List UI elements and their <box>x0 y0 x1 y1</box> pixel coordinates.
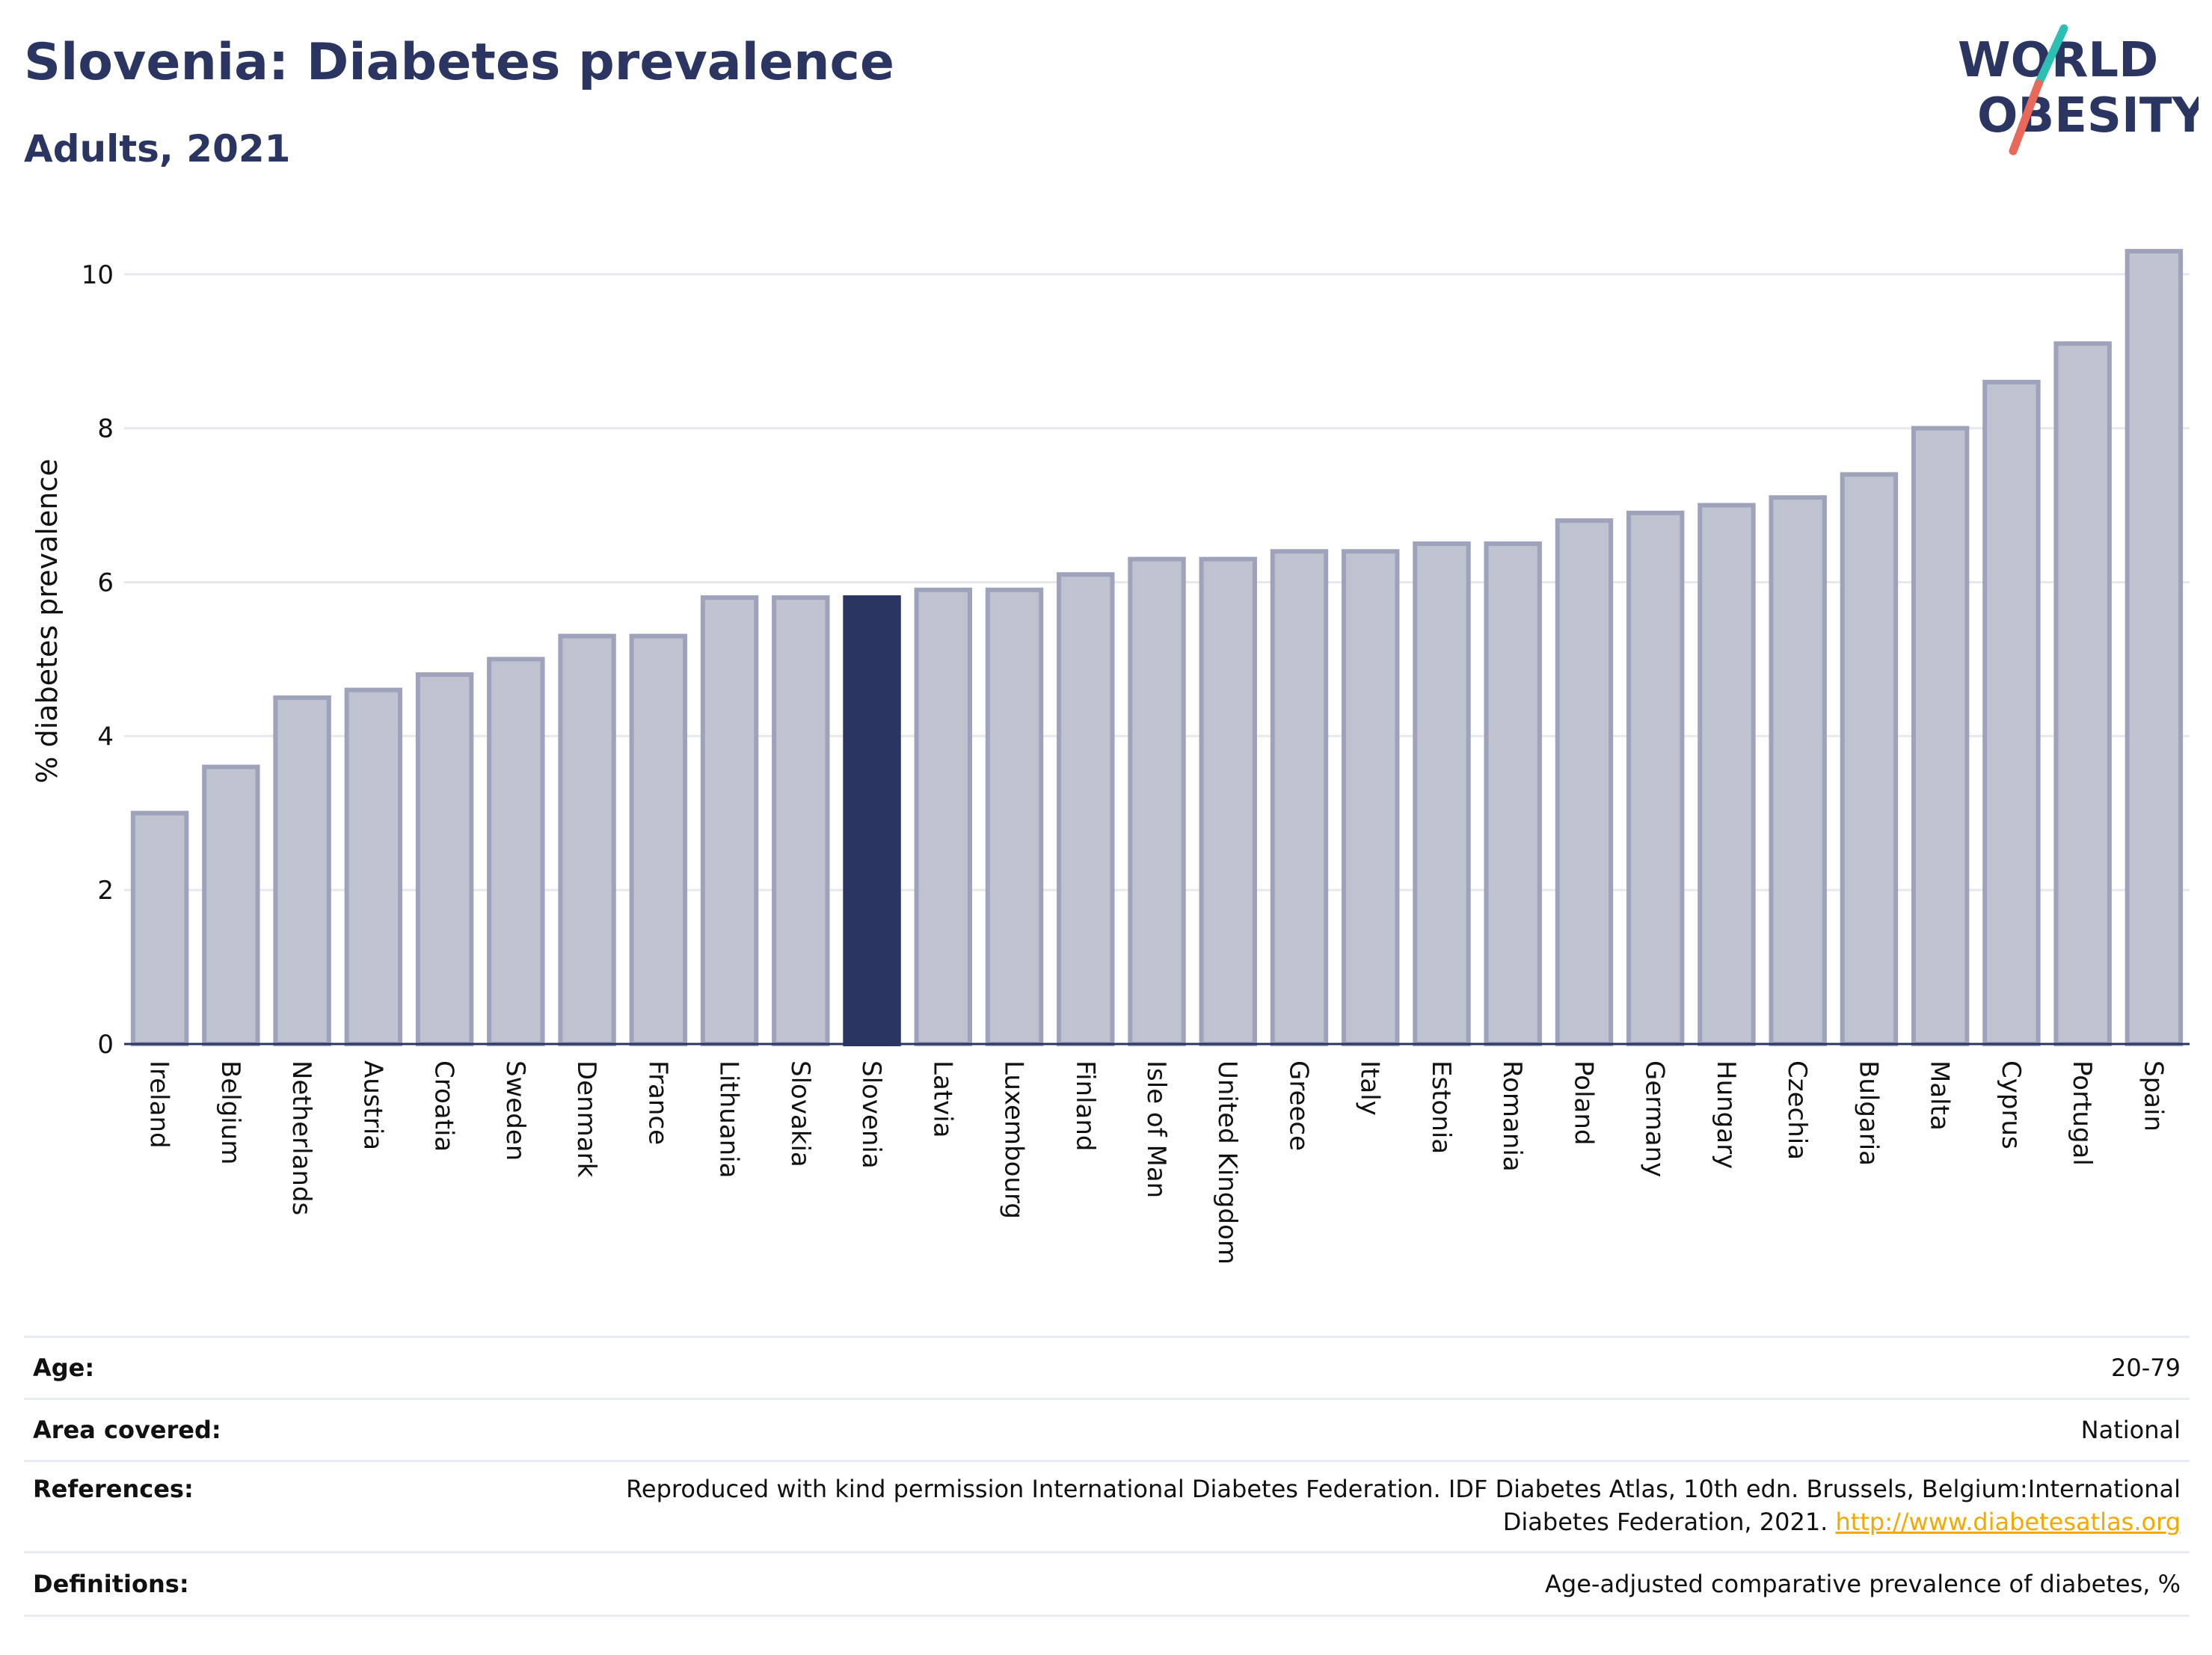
x-tick-label: Czechia <box>1782 1060 1812 1160</box>
x-tick-label: Netherlands <box>286 1060 316 1215</box>
bar-poland <box>1555 518 1614 1046</box>
bar-ireland <box>130 811 189 1047</box>
x-tick-label: Portugal <box>2067 1060 2097 1166</box>
x-tick-label: Austria <box>357 1060 387 1150</box>
definitions-value: Age-adjusted comparative prevalence of d… <box>1545 1570 2181 1598</box>
x-tick-label: Isle of Man <box>1141 1060 1171 1198</box>
bar-netherlands <box>273 695 331 1046</box>
references-label: References: <box>33 1475 194 1503</box>
bar-lithuania <box>700 595 759 1046</box>
references-line1: Reproduced with kind permission Internat… <box>626 1475 2181 1503</box>
y-tick-label: 0 <box>97 1030 114 1060</box>
bar-united-kingdom <box>1199 556 1257 1046</box>
world-obesity-logo: WORLD OBESITY <box>1958 24 2199 156</box>
x-tick-label: Latvia <box>927 1060 957 1138</box>
bar-luxembourg <box>985 587 1044 1046</box>
x-tick-label: Bulgaria <box>1853 1060 1883 1166</box>
bar-spain <box>2125 248 2184 1047</box>
bar-slovakia <box>772 595 830 1046</box>
x-tick-label: Germany <box>1640 1060 1670 1177</box>
x-tick-label: France <box>642 1060 672 1145</box>
references-value: Reproduced with kind permission Internat… <box>626 1473 2181 1538</box>
y-axis-label: % diabetes prevalence <box>31 458 64 783</box>
x-tick-label: Croatia <box>429 1060 459 1152</box>
bar-romania <box>1484 541 1542 1046</box>
bar-italy <box>1342 549 1400 1046</box>
references-link[interactable]: http://www.diabetesatlas.org <box>1835 1508 2181 1536</box>
bar-austria <box>344 687 403 1046</box>
bar-croatia <box>415 672 474 1047</box>
references-line2: Diabetes Federation, 2021. <box>1502 1508 1828 1536</box>
area-value: National <box>2080 1416 2181 1444</box>
x-tick-label: United Kingdom <box>1212 1060 1242 1265</box>
bar-greece <box>1270 549 1329 1046</box>
y-tick-label: 4 <box>97 722 114 752</box>
bar-slovenia <box>843 595 901 1046</box>
chart-title: Slovenia: Diabetes prevalence <box>24 33 894 92</box>
x-tick-label: Hungary <box>1711 1060 1741 1169</box>
x-tick-label: Belgium <box>215 1060 245 1164</box>
info-row-area: Area covered: National <box>24 1398 2190 1460</box>
y-tick-label: 10 <box>82 260 114 290</box>
bar-latvia <box>914 587 972 1046</box>
x-tick-label: Cyprus <box>1996 1060 2026 1149</box>
age-value: 20-79 <box>2111 1354 2181 1382</box>
bar-france <box>629 633 688 1046</box>
info-row-references: References: Reproduced with kind permiss… <box>24 1460 2190 1551</box>
x-tick-label: Spain <box>2138 1060 2168 1132</box>
info-table: Age: 20-79 Area covered: National Refere… <box>24 1336 2190 1617</box>
y-tick-label: 8 <box>97 414 114 444</box>
bar-estonia <box>1413 541 1471 1046</box>
bar-czechia <box>1769 495 1827 1046</box>
bar-isle-of-man <box>1128 556 1186 1046</box>
x-tick-label: Finland <box>1070 1060 1100 1152</box>
x-tick-label: Poland <box>1568 1060 1598 1146</box>
x-tick-label: Italy <box>1355 1060 1385 1116</box>
x-tick-label: Ireland <box>144 1060 174 1149</box>
bar-chart: 0 2 4 6 8 10 Ireland Belgium Netherlands Austria… <box>31 248 2190 1265</box>
x-tick-label: Lithuania <box>714 1060 744 1178</box>
bar-belgium <box>202 764 260 1046</box>
x-tick-label: Sweden <box>500 1060 530 1161</box>
x-tick-label: Malta <box>1925 1060 1955 1131</box>
x-tick-label: Estonia <box>1426 1060 1456 1154</box>
x-axis-labels: Ireland Belgium Netherlands Austria Croatia S… <box>144 1060 2169 1265</box>
bar-germany <box>1626 510 1685 1046</box>
y-tick-label: 2 <box>97 876 114 906</box>
bar-denmark <box>558 633 616 1046</box>
info-row-age: Age: 20-79 <box>24 1336 2190 1398</box>
y-axis-ticks: 0 2 4 6 8 10 <box>82 260 114 1060</box>
x-tick-label: Denmark <box>571 1060 601 1178</box>
x-tick-label: Greece <box>1283 1060 1313 1151</box>
bar-portugal <box>2053 341 2112 1046</box>
chart-subtitle: Adults, 2021 <box>24 127 291 171</box>
bar-sweden <box>487 657 545 1046</box>
logo-line2: OBESITY <box>1977 88 2199 144</box>
bar-hungary <box>1698 503 1756 1046</box>
x-tick-label: Slovenia <box>856 1060 886 1169</box>
bar-bulgaria <box>1840 472 1899 1046</box>
bar-malta <box>1911 426 1970 1046</box>
x-tick-label: Luxembourg <box>999 1060 1029 1219</box>
age-label: Age: <box>33 1354 95 1382</box>
area-label: Area covered: <box>33 1416 221 1444</box>
bar-cyprus <box>1982 379 2041 1046</box>
x-tick-label: Romania <box>1497 1060 1527 1172</box>
bars <box>130 248 2184 1047</box>
x-tick-label: Slovakia <box>785 1060 815 1167</box>
y-tick-label: 6 <box>97 568 114 598</box>
info-row-definitions: Definitions: Age-adjusted comparative pr… <box>24 1551 2190 1617</box>
bar-finland <box>1057 572 1115 1046</box>
definitions-label: Definitions: <box>33 1570 189 1598</box>
